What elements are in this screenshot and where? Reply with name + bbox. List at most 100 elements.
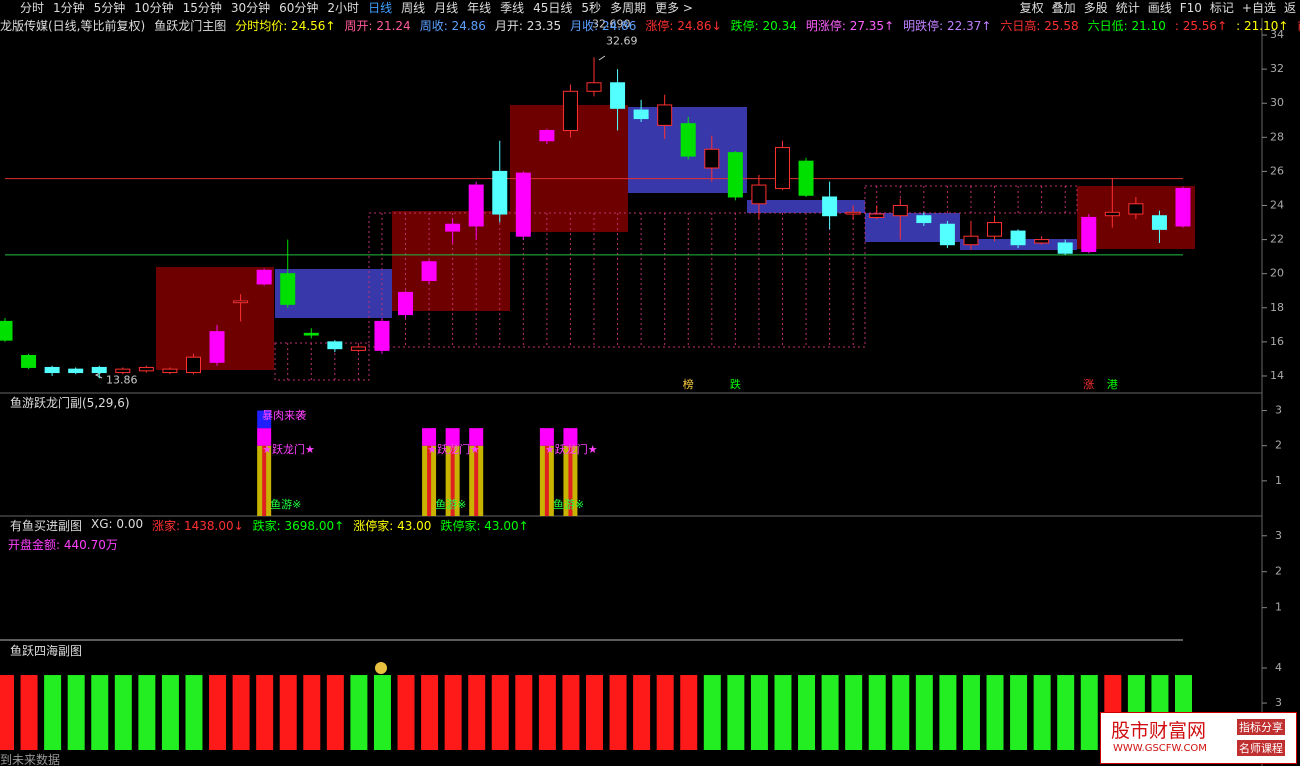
toolbar-tab[interactable]: 月线 [434,1,459,15]
toolbar-button[interactable]: 多股 [1083,1,1108,15]
candle-body [398,291,414,316]
signal-column [750,675,768,750]
candle-body [1151,215,1167,230]
candle-body [209,331,225,363]
toolbar-tab[interactable]: 1分钟 [53,1,85,15]
toolbar-tab[interactable]: 多周期 [610,1,647,15]
signal-stripe [450,445,455,516]
candle-body [350,346,366,351]
signal-column [491,675,509,750]
candle-body [869,213,885,218]
signal-column [397,675,415,750]
toolbar-button[interactable]: 叠加 [1051,1,1076,15]
candle-body [280,273,296,305]
toolbar-button[interactable]: 统计 [1115,1,1140,15]
toolbar-tab[interactable]: 分时 [20,1,45,15]
header-item: 月开: 23.35 [494,19,562,33]
candle-body [610,82,626,109]
toolbar-tab[interactable]: 年线 [467,1,492,15]
signal-column [986,675,1004,750]
signal-column [1010,675,1028,750]
candle-body [1128,203,1144,215]
wm-tag: 名师课程 [1237,740,1285,756]
candle-body [44,366,60,374]
signal-peak [563,428,578,446]
y-tick-label: 2 [1275,565,1282,578]
wm-url: WWW.GSCFW.COM [1113,743,1207,754]
signal-column [680,675,698,750]
toolbar-tab[interactable]: 5秒 [581,1,602,15]
signal-text: 鱼游※ [435,497,466,511]
signal-marker: 榜 [683,377,694,391]
signal-peak [445,428,460,446]
signal-column [538,675,556,750]
header-item: 龙版传媒(日线,等比前复权) [0,19,146,33]
candle-body [822,196,838,217]
y-tick-label: 3 [1275,696,1282,709]
toolbar-button[interactable]: 复权 [1019,1,1044,15]
signal-column [232,675,250,750]
header-item: 鱼跃龙门主图 [154,19,227,33]
candle-body [1034,239,1050,244]
signal-peak [257,428,272,446]
toolbar-tab[interactable]: 2小时 [327,1,360,15]
candle-body [751,184,767,205]
signal-column [138,675,156,750]
signal-column [279,675,297,750]
signal-marker: 跌 [730,377,741,391]
toolbar-tab[interactable]: 日线 [368,1,393,15]
status-text: 用到未来数据 [0,753,61,766]
signal-column [892,675,910,750]
toolbar-tab[interactable]: 45日线 [533,1,573,15]
header-item: 周开: 21.24 [344,19,411,33]
toolbar-tab[interactable]: 季线 [500,1,525,15]
signal-marker: 涨 [1083,378,1094,391]
signal-column [1057,675,1075,750]
candle-body [1010,230,1026,246]
signal-column [562,675,580,750]
subheader: 开盘金额: 440.70万 [8,538,118,552]
signal-column [845,675,863,750]
toolbar-tab[interactable]: 10分钟 [134,1,174,15]
candle-body [1104,211,1120,217]
signal-text: ★跃龙门★ [427,442,480,456]
toolbar-button[interactable]: +自选 [1241,1,1276,15]
signal-stripe [427,445,432,516]
signal-column [350,675,368,750]
sub2-header: 有鱼买进副图 XG: 0.00 涨家: 1438.00↓ 跌家: 3698.00↑ 涨停… [10,517,538,534]
header-item: 周收: 24.86 [419,19,486,33]
toolbar-button[interactable]: F10 [1179,1,1202,15]
status: 用到未来数据 [0,751,69,766]
header-item: 六日低: 21.10 [1087,19,1166,33]
toolbar-button[interactable]: 画线 [1147,1,1172,15]
signal-column [586,675,603,750]
signal-text: 暴肉来袭 [262,408,306,422]
toolbar-tab[interactable]: 周线 [401,1,426,15]
candle-body [539,130,555,142]
toolbar-tab[interactable]: 60分钟 [279,1,319,15]
candle-body [562,90,578,131]
candle-body [115,368,131,374]
candle-body [845,211,861,215]
candle-body [704,148,720,169]
toolbar-button[interactable]: 返 [1283,1,1296,15]
signal-column [703,675,721,750]
toolbar-tab[interactable]: 更多 > [655,1,693,15]
signal-column [515,675,533,750]
toolbar-tab[interactable]: 5分钟 [93,1,126,15]
signal-stripe [262,445,267,516]
header-item: 跌停家: 43.00↑ [440,519,529,533]
signal-column [656,675,674,750]
candle-body [586,82,602,92]
y-tick-label: 18 [1270,301,1284,314]
header-item: 有鱼买进副图 [10,519,83,533]
candle-body [256,269,272,285]
y-tick-label: 2 [1275,439,1282,452]
layout [0,18,1263,766]
candle-body [327,341,343,350]
toolbar-button[interactable]: 标记 [1209,1,1234,15]
signal-text: 鱼游※ [553,497,584,511]
toolbar-tab[interactable]: 30分钟 [230,1,271,15]
toolbar-tab[interactable]: 15分钟 [182,1,222,15]
signal-column [939,675,957,750]
